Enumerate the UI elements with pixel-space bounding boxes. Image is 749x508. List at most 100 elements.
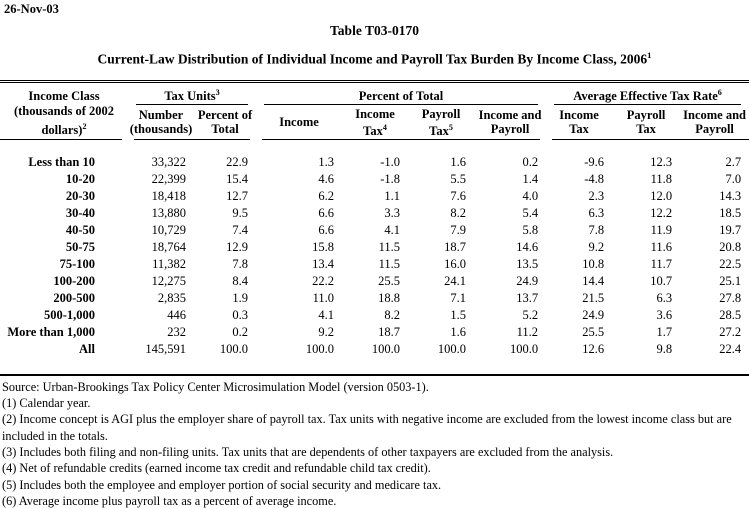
cell-number-thousands: 12,275: [151, 273, 186, 288]
cell-income-share: 4.1: [318, 307, 335, 322]
cell-income-and-payroll-share: 5.4: [522, 205, 539, 220]
cell-income-tax-share: 18.7: [378, 324, 401, 339]
cell-aetr-payroll-tax: 11.7: [650, 256, 673, 271]
cell-income-and-payroll-share: 4.0: [522, 188, 539, 203]
cell-aetr-income-and-payroll: 27.2: [719, 324, 742, 339]
table-row: 40-50 10,729 7.4 6.6 4.1 7.9 5.8 7.8 11.…: [0, 222, 749, 239]
cell-payroll-tax-share: 18.7: [444, 239, 467, 254]
cell-aetr-payroll-tax: 12.0: [650, 188, 673, 203]
col-header-income-tax-share: Income Tax4: [355, 106, 395, 138]
cell-aetr-income-tax: 25.5: [582, 324, 605, 339]
group-header-row: Income Class (thousands of 2002 dollars)…: [0, 83, 749, 137]
table-header: Income Class (thousands of 2002 dollars)…: [0, 83, 749, 141]
col-header-aetr-income-tax: Income Tax: [559, 108, 599, 137]
cell-payroll-tax-share: 5.5: [450, 171, 467, 186]
table-subtitle-text: Current-Law Distribution of Individual I…: [97, 51, 648, 67]
cell-income-class: 20-30: [65, 188, 95, 203]
cell-percent-of-total-units: 1.9: [232, 290, 249, 305]
cell-payroll-tax-share: 16.0: [444, 256, 467, 271]
cell-number-thousands: 10,729: [151, 222, 186, 237]
cell-aetr-payroll-tax: 11.8: [650, 171, 673, 186]
cell-number-thousands: 13,880: [151, 205, 186, 220]
cell-aetr-income-and-payroll: 22.4: [719, 341, 742, 356]
cell-income-class: 10-20: [65, 171, 95, 186]
cell-aetr-income-tax: 14.4: [582, 273, 605, 288]
cell-percent-of-total-units: 7.4: [232, 222, 249, 237]
cell-income-and-payroll-share: 1.4: [522, 171, 539, 186]
cell-percent-of-total-units: 15.4: [226, 171, 249, 186]
income-class-line1: Income Class: [28, 88, 100, 103]
percent-of-total-label: Percent of Total: [358, 88, 444, 103]
cell-income-and-payroll-share: 24.9: [516, 273, 539, 288]
cell-percent-of-total-units: 9.5: [232, 205, 249, 220]
report-date: 26-Nov-03: [4, 2, 59, 16]
cell-income-class: 30-40: [65, 205, 95, 220]
group-header-avg-effective-tax-rate: Average Effective Tax Rate6: [546, 83, 749, 105]
table-row: All 145,591 100.0 100.0 100.0 100.0 100.…: [0, 341, 749, 358]
cell-aetr-income-tax: 7.8: [588, 222, 605, 237]
table-row: 20-30 18,418 12.7 6.2 1.1 7.6 4.0 2.3 12…: [0, 188, 749, 205]
cell-payroll-tax-share: 8.2: [450, 205, 467, 220]
avg-effective-tax-rate-label: Average Effective Tax Rate: [573, 88, 718, 103]
table-row: 200-500 2,835 1.9 11.0 18.8 7.1 13.7 21.…: [0, 290, 749, 307]
cell-income-class: 40-50: [65, 222, 95, 237]
cell-income-tax-share: 8.2: [384, 307, 401, 322]
cell-income-share: 15.8: [312, 239, 335, 254]
source-line: Source: Urban-Brookings Tax Policy Cente…: [2, 379, 429, 394]
footnote: (2) Income concept is AGI plus the emplo…: [2, 412, 732, 443]
group-header-tax-units: Tax Units3: [128, 83, 256, 105]
table-row: 10-20 22,399 15.4 4.6 -1.8 5.5 1.4 -4.8 …: [0, 171, 749, 188]
cell-percent-of-total-units: 8.4: [232, 273, 249, 288]
cell-aetr-income-tax: -9.6: [584, 154, 605, 169]
cell-income-class: 100-200: [53, 273, 95, 288]
cell-aetr-income-and-payroll: 27.8: [719, 290, 742, 305]
cell-number-thousands: 18,418: [151, 188, 186, 203]
table-row: 100-200 12,275 8.4 22.2 25.5 24.1 24.9 1…: [0, 273, 749, 290]
group-header-percent-of-total: Percent of Total: [256, 83, 546, 105]
table-bottom-rule: [0, 373, 749, 376]
footnote: (4) Net of refundable credits (earned in…: [2, 461, 431, 476]
cell-number-thousands: 145,591: [145, 341, 186, 356]
tax-units-footnote-marker: 3: [215, 87, 220, 97]
cell-income-share: 6.6: [318, 205, 335, 220]
cell-aetr-payroll-tax: 1.7: [656, 324, 673, 339]
cell-income-tax-share: -1.0: [380, 154, 401, 169]
table-row: 30-40 13,880 9.5 6.6 3.3 8.2 5.4 6.3 12.…: [0, 205, 749, 222]
cell-percent-of-total-units: 0.3: [232, 307, 249, 322]
cell-payroll-tax-share: 7.9: [450, 222, 467, 237]
footnote: (3) Includes both filing and non-filing …: [2, 445, 614, 459]
payroll-tax-footnote-marker: 5: [448, 122, 453, 132]
cell-aetr-payroll-tax: 6.3: [656, 290, 673, 305]
cell-number-thousands: 2,835: [157, 290, 186, 305]
cell-number-thousands: 18,764: [151, 239, 186, 254]
cell-aetr-payroll-tax: 3.6: [656, 307, 673, 322]
footnote: (5) Includes both the employee and emplo…: [2, 477, 442, 492]
cell-income-share: 1.3: [318, 154, 335, 169]
cell-income-tax-share: 18.8: [378, 290, 401, 305]
footnotes-block: Source: Urban-Brookings Tax Policy Cente…: [0, 379, 749, 508]
cell-aetr-income-and-payroll: 2.7: [725, 154, 742, 169]
cell-percent-of-total-units: 7.8: [232, 256, 249, 271]
cell-aetr-payroll-tax: 11.6: [650, 239, 673, 254]
header-bottom-rule: [0, 138, 749, 141]
col-header-income-share: Income: [279, 115, 319, 130]
cell-number-thousands: 232: [167, 324, 186, 339]
cell-income-tax-share: 1.1: [384, 188, 401, 203]
cell-aetr-income-tax: 24.9: [582, 307, 605, 322]
col-header-income-and-payroll-share: Income and Payroll: [478, 108, 542, 137]
col-header-number-thousands: Number (thousands): [129, 108, 193, 137]
cell-income-share: 13.4: [312, 256, 335, 271]
cell-aetr-payroll-tax: 11.9: [650, 222, 673, 237]
cell-income-and-payroll-share: 13.5: [516, 256, 539, 271]
cell-income-class: 200-500: [53, 290, 95, 305]
table-row: Less than 10 33,322 22.9 1.3 -1.0 1.6 0.…: [0, 141, 749, 171]
cell-aetr-income-and-payroll: 19.7: [719, 222, 742, 237]
col-header-payroll-tax-share: Payroll Tax5: [421, 106, 461, 138]
title-block: Table T03-0170 Current-Law Distribution …: [0, 0, 749, 68]
cell-income-and-payroll-share: 5.8: [522, 222, 539, 237]
income-class-line3: dollars): [41, 122, 83, 137]
subtitle-footnote-marker: 1: [647, 50, 652, 60]
col-header-aetr-payroll-tax: Payroll Tax: [626, 108, 666, 137]
cell-aetr-payroll-tax: 9.8: [656, 341, 673, 356]
cell-aetr-income-and-payroll: 22.5: [719, 256, 742, 271]
